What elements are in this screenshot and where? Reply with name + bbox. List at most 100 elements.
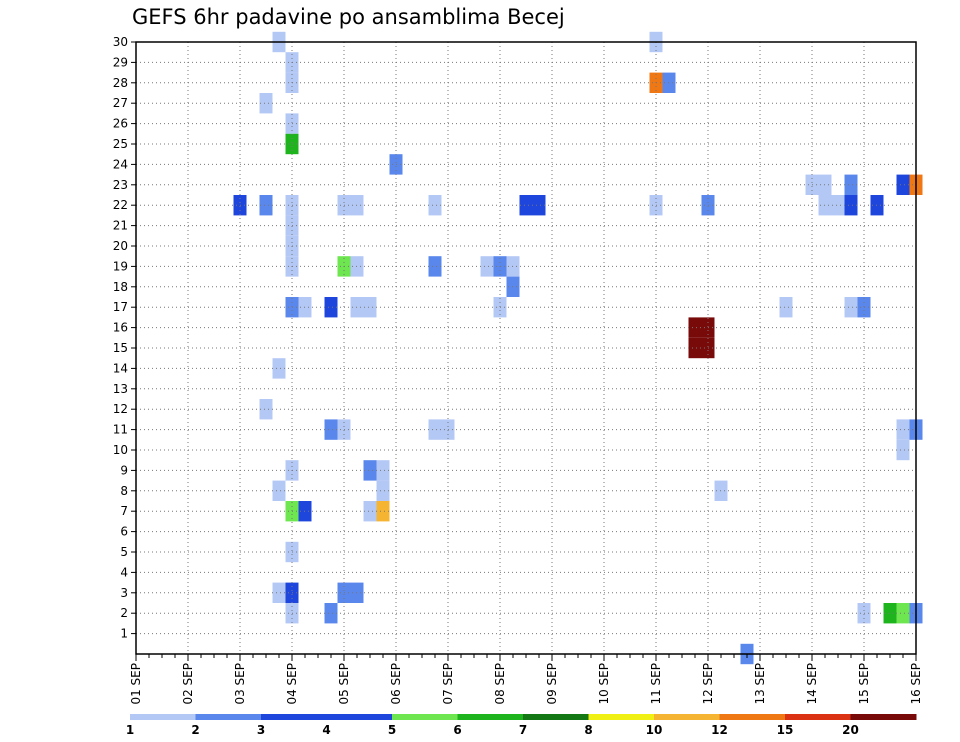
y-tick-label: 22 [113,198,128,212]
colorbar-swatch [326,714,393,720]
y-tick-label: 21 [113,219,128,233]
heat-cell [688,337,702,359]
colorbar-swatch [392,714,458,720]
colorbar-label: 4 [322,723,330,737]
heat-cell [259,195,273,216]
heat-cell [363,460,377,481]
heat-cell [324,419,338,440]
y-tick-label: 7 [120,504,128,518]
heat-cell [896,174,910,195]
colorbar: 1 2 3 4 5 6 7 8 10 12 15 20 [126,714,917,737]
y-tick-label: 3 [120,586,128,600]
y-tick-label: 17 [113,300,128,314]
heat-cell [324,297,338,318]
colorbar-swatch [719,714,786,720]
y-tick-label: 26 [113,117,128,131]
y-tick-label: 19 [113,259,128,273]
y-tick-label: 6 [120,525,128,539]
heat-cell [532,195,546,216]
y-tick-label: 1 [120,627,128,641]
heat-cell [883,603,897,624]
colorbar-label: 7 [519,723,527,737]
x-tick-label: 02 SEP [181,663,195,705]
heat-cell [844,297,858,318]
colorbar-swatch [523,714,589,720]
y-tick-label: 23 [113,178,128,192]
y-tick-label: 25 [113,137,128,151]
y-tick-label: 8 [120,484,128,498]
x-tick-label: 16 SEP [909,663,923,705]
colorbar-label: 12 [711,723,728,737]
colorbar-swatch [261,714,327,720]
heat-cell [428,419,442,440]
colorbar-label: 3 [257,723,265,737]
heat-cell [480,256,494,277]
y-tick-label: 12 [113,402,128,416]
axis-ticks: 1234567891011121314151617181920212223242… [113,35,923,705]
heat-cell [259,399,273,420]
x-tick-label: 15 SEP [857,663,871,705]
x-tick-label: 03 SEP [233,663,247,705]
y-tick-label: 24 [113,157,128,171]
y-tick-label: 4 [120,565,128,579]
heat-cell [376,501,390,522]
colorbar-swatch [850,714,917,720]
x-tick-label: 07 SEP [441,663,455,705]
y-tick-label: 29 [113,55,128,69]
colorbar-swatch [195,714,262,720]
heat-cell [844,195,858,216]
x-tick-label: 06 SEP [389,663,403,705]
colorbar-swatch [457,714,524,720]
heat-cell [259,93,273,114]
y-tick-label: 9 [120,463,128,477]
x-tick-label: 01 SEP [129,663,143,705]
y-tick-label: 11 [113,423,128,437]
y-tick-label: 10 [113,443,128,457]
y-tick-label: 20 [113,239,128,253]
heat-cell [376,480,390,501]
heat-cell [376,460,390,481]
heat-cell [896,439,910,461]
heat-cell [272,480,286,501]
colorbar-label: 8 [584,723,592,737]
heat-cell [519,195,533,216]
heat-cell [844,174,858,195]
y-tick-label: 27 [113,96,128,110]
x-tick-label: 05 SEP [337,663,351,705]
y-tick-label: 28 [113,76,128,90]
colorbar-label: 20 [842,723,859,737]
heat-cell [363,297,377,318]
heat-cell [831,195,845,216]
colorbar-label: 1 [126,723,134,737]
heat-cell [779,297,793,318]
heat-cell [896,603,910,624]
colorbar-label: 10 [646,723,663,737]
colorbar-swatch [130,714,196,720]
heat-cell [272,358,286,379]
x-tick-label: 04 SEP [285,663,299,705]
y-tick-label: 18 [113,280,128,294]
grid-layer [136,41,916,654]
x-tick-label: 14 SEP [805,663,819,705]
x-tick-label: 09 SEP [545,663,559,705]
colorbar-label: 6 [453,723,461,737]
heat-cell [272,582,286,603]
x-tick-label: 11 SEP [649,663,663,705]
y-tick-label: 16 [113,321,128,335]
colorbar-swatch [588,714,655,720]
x-tick-label: 13 SEP [753,663,767,705]
x-tick-label: 08 SEP [493,663,507,705]
y-tick-label: 2 [120,606,128,620]
y-tick-label: 30 [113,35,128,49]
chart-title: GEFS 6hr padavine po ansamblima Becej [132,5,565,29]
heat-cell [363,501,377,522]
y-tick-label: 15 [113,341,128,355]
colorbar-swatch [654,714,720,720]
y-tick-label: 14 [113,361,128,375]
colorbar-label: 15 [777,723,794,737]
colorbar-label: 2 [191,723,199,737]
x-tick-label: 12 SEP [701,663,715,705]
colorbar-label: 5 [388,723,396,737]
heat-cell [428,195,442,216]
